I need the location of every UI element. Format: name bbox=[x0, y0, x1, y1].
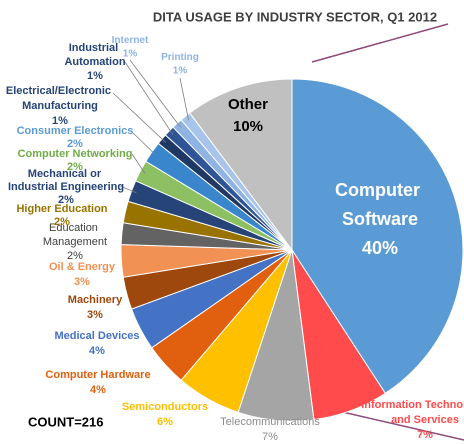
chart-title: DITA USAGE BY INDUSTRY SECTOR, Q1 2012 bbox=[153, 9, 437, 24]
slice-label-line: Software bbox=[342, 209, 418, 229]
slice-label: Electrical/Electronic Manufacturing bbox=[6, 85, 114, 112]
slice-label: Semiconductors bbox=[122, 401, 208, 413]
slice-value-label: 1% bbox=[173, 66, 188, 77]
slice-label: Information Technology and Services bbox=[361, 399, 464, 426]
slice-value-label: 1% bbox=[123, 49, 138, 60]
slice-label: Computer Networking bbox=[18, 148, 133, 160]
slice-label: Mechanical or Industrial Engineering bbox=[8, 168, 124, 193]
slice-label-line: and Services bbox=[391, 414, 459, 426]
leader-line bbox=[179, 77, 189, 121]
slice-label-line: Electrical/Electronic bbox=[6, 85, 114, 97]
slice-label-line: Consumer Electronics bbox=[17, 125, 134, 137]
slice-label: Medical Devices bbox=[55, 330, 140, 342]
slice-value-label: 1% bbox=[52, 115, 68, 127]
slice-label-line: Industrial bbox=[69, 42, 122, 54]
slice-label-line: Manufacturing bbox=[22, 100, 98, 112]
leader-line bbox=[119, 185, 137, 194]
slice-label-line: Oil & Energy bbox=[49, 261, 116, 273]
leader-line bbox=[124, 61, 174, 135]
slice-label-line: Semiconductors bbox=[122, 401, 208, 413]
slice-value-label: 2% bbox=[54, 216, 70, 228]
slice-label-line: Mechanical or bbox=[28, 168, 104, 180]
count-annotation: COUNT=216 bbox=[28, 414, 104, 429]
leader-line bbox=[112, 92, 166, 143]
leader-line bbox=[130, 130, 157, 156]
slice-label: Industrial Automation bbox=[64, 42, 125, 68]
slice-label: Oil & Energy bbox=[49, 261, 116, 273]
slice-label-line: Education bbox=[49, 222, 101, 234]
slice-value-label: 2% bbox=[67, 138, 83, 150]
slice-label: Other bbox=[228, 96, 268, 113]
slice-label-line: Printing bbox=[161, 52, 199, 63]
slice-label-line: Information Technology bbox=[361, 399, 464, 411]
slice-label: Computer Software bbox=[335, 180, 425, 229]
slice-value-label: 6% bbox=[157, 416, 173, 428]
slice-value-label: 4% bbox=[89, 345, 105, 357]
slice-label: Telecommunications bbox=[220, 416, 320, 428]
leader-line bbox=[129, 59, 181, 128]
slice-value-label: 3% bbox=[74, 276, 90, 288]
slice-value-label: 2% bbox=[67, 250, 83, 262]
slice-label: Education Management bbox=[43, 222, 107, 248]
pie-slice bbox=[291, 78, 464, 395]
slice-label-line: Higher Education bbox=[16, 203, 107, 215]
slice-label: Computer Hardware bbox=[45, 369, 150, 381]
slice-value-label: 3% bbox=[87, 309, 103, 321]
slice-label-line: Machinery bbox=[68, 294, 123, 306]
slice-label-line: Other bbox=[228, 96, 268, 113]
slice-label: Printing bbox=[161, 52, 199, 63]
slice-label: Machinery bbox=[68, 294, 123, 306]
leader-line bbox=[131, 153, 146, 174]
slice-value-label: 2% bbox=[67, 161, 83, 173]
slice-label-line: Automation bbox=[64, 56, 125, 68]
slice-value-label: 7% bbox=[417, 429, 433, 441]
slice-value-label: 7% bbox=[262, 431, 278, 443]
slice-label-line: Medical Devices bbox=[55, 330, 140, 342]
slice-label-line: Computer Networking bbox=[18, 148, 133, 160]
slice-label: Consumer Electronics bbox=[17, 125, 134, 137]
slice-label-line: Management bbox=[43, 236, 107, 248]
pie-slice bbox=[189, 78, 293, 252]
slice-label-line: Internet bbox=[112, 35, 149, 46]
slice-value-label: 1% bbox=[87, 70, 103, 82]
slice-value-label: 10% bbox=[233, 118, 263, 135]
slice-value-label: 4% bbox=[90, 384, 106, 396]
slice-label-line: Industrial Engineering bbox=[8, 181, 124, 193]
slice-label-line: Telecommunications bbox=[220, 416, 320, 428]
slice-value-label: 2% bbox=[58, 194, 74, 206]
slice-label: Internet bbox=[112, 35, 149, 46]
slice-label-line: Computer Hardware bbox=[45, 369, 150, 381]
slice-label: Higher Education bbox=[16, 203, 107, 215]
callout-line bbox=[311, 23, 449, 63]
slice-label-line: Computer bbox=[335, 180, 425, 200]
slice-value-label: 40% bbox=[362, 238, 398, 258]
